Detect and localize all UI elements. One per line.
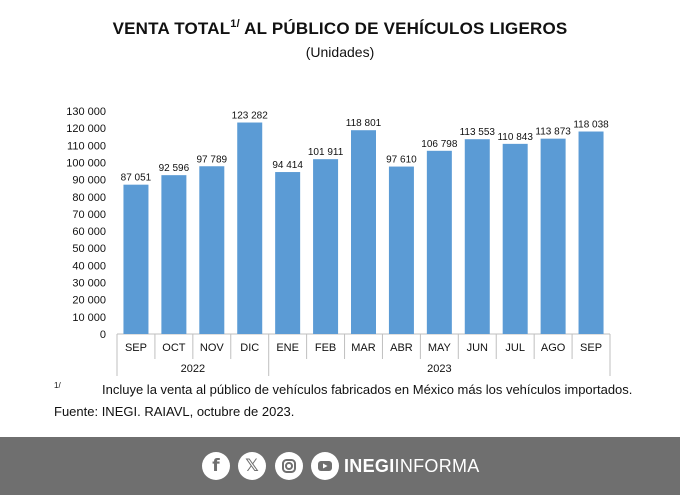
category-label: JUL [505,342,525,354]
data-label: 110 843 [497,132,533,143]
y-tick-label: 20 000 [72,295,106,307]
title-main: VENTA TOTAL [112,19,231,38]
y-tick-label: 40 000 [72,260,106,272]
category-label: MAR [351,342,376,354]
y-tick-label: 100 000 [66,157,106,169]
youtube-icon[interactable] [311,452,339,480]
bar-chart: 0 10 000 20 000 30 000 40 000 50 000 60 000 70 … [66,106,611,376]
instagram-icon[interactable] [275,452,303,480]
data-label: 92 596 [159,163,190,174]
data-label: 118 038 [573,120,609,131]
data-label: 87 051 [121,173,152,184]
data-label: 118 801 [346,118,382,129]
source-note: Fuente: INEGI. RAIAVL, octubre de 2023. [54,404,295,419]
bar [426,150,452,334]
footnote-mark: 1/ [54,381,61,390]
bar [578,131,604,334]
bar [464,139,490,334]
category-label: MAY [428,342,452,354]
y-tick-label: 70 000 [72,209,106,221]
brand-bold: INEGI [344,456,395,476]
y-tick-label: 50 000 [72,243,106,255]
title-footnote-mark: 1/ [230,18,240,30]
chart-subtitle: (Unidades) [305,44,375,60]
bar [123,184,149,334]
bar [540,138,566,334]
data-label: 97 610 [386,155,417,166]
bar [237,122,263,334]
category-label: ABR [390,342,413,354]
data-label: 97 789 [197,154,228,165]
inegi-informa-brand[interactable]: INEGIINFORMA [344,456,480,477]
y-tick-label: 80 000 [72,192,106,204]
category-label: SEP [580,342,602,354]
category-label: AGO [541,342,566,354]
category-label: NOV [200,342,225,354]
youtube-glyph [318,461,332,471]
data-label: 113 553 [460,127,496,138]
year-label: 2023 [427,363,451,375]
x-icon[interactable]: 𝕏 [238,452,266,480]
facebook-icon[interactable]: f [202,452,230,480]
bar [313,159,339,334]
y-tick-label: 130 000 [66,106,106,118]
category-label: ENE [276,342,299,354]
category-label: JUN [467,342,488,354]
y-tick-label: 30 000 [72,278,106,290]
bar [275,172,301,334]
y-tick-label: 110 000 [67,140,106,152]
y-tick-label: 120 000 [66,123,106,135]
instagram-glyph [282,459,296,473]
data-label: 101 911 [308,147,344,158]
bar [161,175,187,334]
data-label: 113 873 [535,127,571,138]
bar [388,166,414,334]
chart-title: VENTA TOTAL1/ AL PÚBLICO DE VEHÍCULOS LI… [0,18,680,39]
bar [351,130,376,334]
data-label: 106 798 [421,139,458,150]
category-label: SEP [125,342,147,354]
bar [502,143,528,334]
y-tick-label: 0 [100,329,106,341]
category-label: DIC [240,342,259,354]
data-label: 123 282 [232,111,269,122]
brand-rest: INFORMA [394,456,480,476]
y-tick-label: 90 000 [72,175,106,187]
category-label: OCT [162,342,186,354]
y-tick-label: 10 000 [72,312,106,324]
category-label: FEB [315,342,336,354]
year-label: 2022 [181,363,205,375]
footer-bar: f 𝕏 INEGIINFORMA [0,437,680,495]
title-rest: AL PÚBLICO DE VEHÍCULOS LIGEROS [239,19,568,38]
bar [199,166,225,334]
data-label: 94 414 [272,160,303,171]
y-tick-label: 60 000 [72,226,106,238]
footnote-text: Incluye la venta al público de vehículos… [102,382,633,397]
